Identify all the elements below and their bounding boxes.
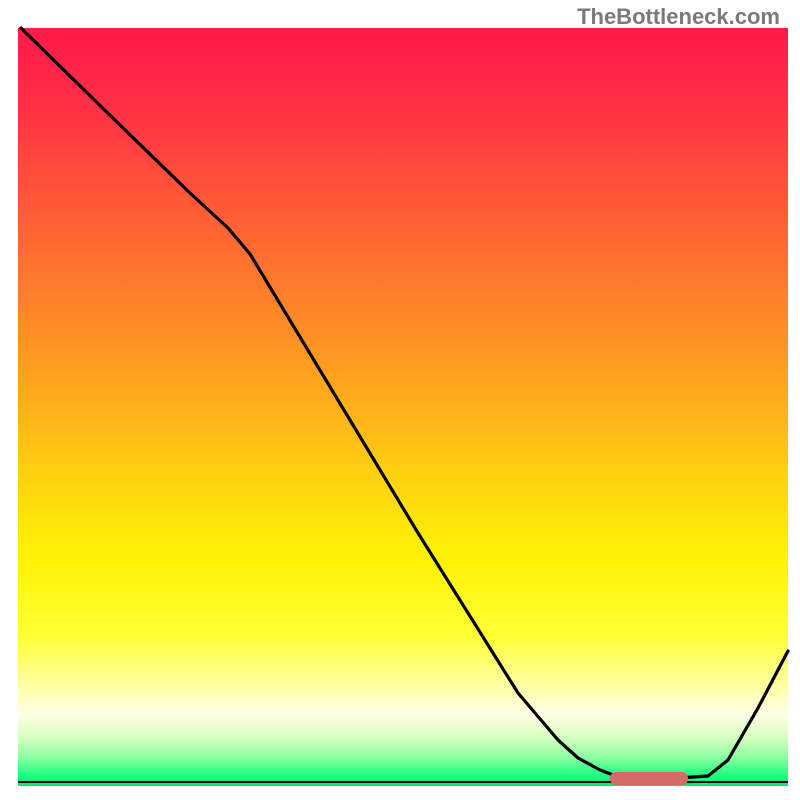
curve-line: [18, 28, 788, 786]
plot-area: [18, 28, 788, 786]
minimum-marker: [610, 772, 688, 785]
watermark-text: TheBottleneck.com: [577, 4, 780, 30]
chart-root: { "canvas": { "width": 800, "height": 80…: [0, 0, 800, 800]
